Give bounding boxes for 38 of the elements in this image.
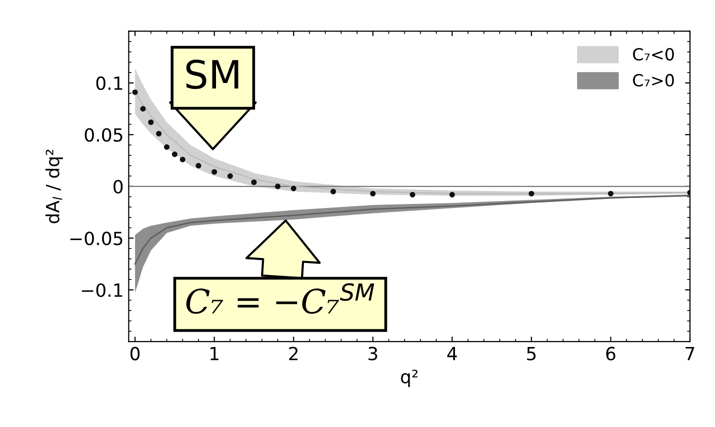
y-tick-label: 0 (114, 180, 123, 194)
point (156, 130, 162, 136)
point (608, 190, 614, 196)
point (370, 190, 376, 196)
point (132, 89, 138, 95)
point (227, 173, 233, 179)
annotation: SM (186, 60, 238, 90)
x-tick-label: 5 (527, 347, 536, 360)
point (172, 152, 178, 158)
legend-label: C₇>0 (633, 74, 674, 87)
y-axis-title: dA$_{l}$ / dq² (45, 150, 63, 224)
y-tick-label: −0.05 (70, 232, 122, 246)
point (274, 184, 281, 190)
point (290, 186, 296, 192)
point (449, 192, 455, 198)
point (251, 179, 257, 186)
point (140, 106, 146, 112)
annotation: C₇ = −C₇$^{SM}$ (186, 283, 374, 314)
point (180, 156, 186, 162)
point (330, 188, 336, 194)
x-tick-label: 1 (210, 347, 218, 360)
x-tick-label: 6 (606, 346, 616, 360)
point (212, 169, 218, 175)
point (148, 119, 154, 126)
y-tick-label: −0.1 (82, 283, 122, 297)
x-tick-label: 3 (368, 346, 378, 360)
point (196, 162, 202, 168)
y-tick-label: 0.05 (84, 128, 122, 142)
point (528, 190, 534, 196)
x-tick-label: 4 (447, 347, 457, 360)
x-axis-title: q² (400, 370, 418, 387)
point (164, 144, 170, 150)
point (410, 192, 416, 198)
x-tick-label: 2 (289, 346, 298, 360)
y-tick-label: 0.1 (96, 76, 122, 90)
x-tick-label: 7 (686, 347, 694, 360)
x-tick-label: 0 (130, 346, 140, 360)
legend-label: C₇<0 (633, 48, 674, 61)
